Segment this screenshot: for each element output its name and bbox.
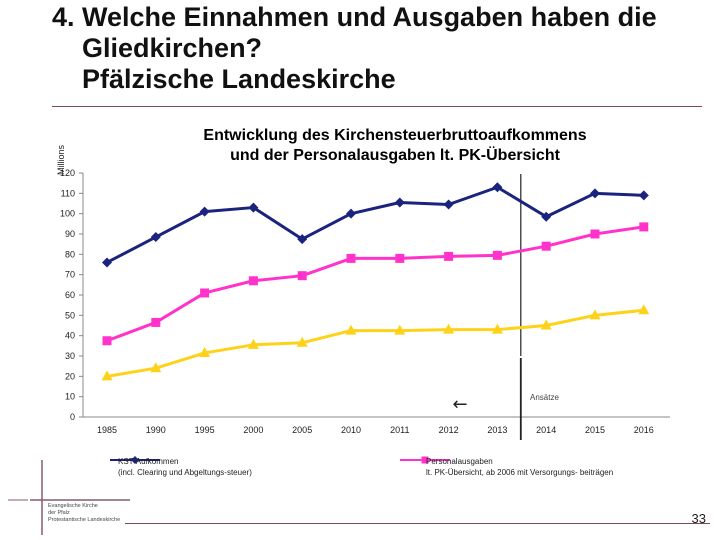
legend-marker-1	[421, 456, 429, 464]
series-2-point-1995	[199, 346, 211, 357]
series-1-point-2014	[541, 241, 551, 251]
x-tick-label-1985: 1985	[97, 425, 117, 435]
series-0-point-2013	[492, 182, 503, 193]
series-0-point-2000	[248, 202, 259, 213]
annotation-arrow: ←	[452, 394, 467, 415]
series-2-point-2012	[443, 323, 455, 334]
title-divider	[52, 106, 702, 107]
logo-text-line-1: Evangelische Kirche	[48, 503, 98, 509]
series-1-point-2005	[297, 271, 307, 281]
series-2-point-2014	[540, 319, 552, 330]
series-0-point-2015	[590, 188, 600, 199]
series-line-1	[106, 225, 645, 343]
legend-personal-sublabel: lt. PK-Übersicht, ab 2006 mit Versorgung…	[426, 468, 614, 477]
slide-title-line-2: Gliedkirchen?	[82, 33, 263, 63]
y-tick-label-0: 0	[70, 412, 75, 422]
series-0-point-1990	[150, 232, 161, 243]
x-tick-label-2012: 2012	[439, 425, 459, 435]
series-0-point-2005	[297, 234, 308, 245]
series-0-point-2016	[638, 190, 649, 201]
series-2-point-2016	[638, 304, 650, 315]
series-1-point-2015	[590, 229, 600, 239]
series-1-point-1990	[151, 317, 161, 327]
series-1-point-1995	[200, 288, 210, 298]
chart-title-line-1: Entwicklung des Kirchensteuerbruttoaufko…	[203, 127, 587, 144]
series-2-point-1990	[150, 362, 162, 373]
x-tick-label-2016: 2016	[634, 425, 654, 435]
series-line-2	[106, 308, 644, 378]
x-tick-label-1990: 1990	[146, 425, 166, 435]
series-0-point-2014	[541, 211, 552, 222]
series-2-point-1985	[101, 370, 113, 381]
annotation-label: Ansätze	[530, 393, 559, 402]
series-0-point-2011	[394, 197, 405, 208]
y-tick-label-110: 110	[61, 188, 75, 198]
legend-kst-sublabel: (incl. Clearing und Abgeltungs-steuer)	[118, 468, 252, 477]
slide-title-line-3: Pfälzische Landeskirche	[82, 64, 396, 94]
chart-title-line-2: und der Personalausgaben lt. PK-Übersich…	[230, 147, 560, 164]
y-tick-label-10: 10	[65, 392, 75, 402]
x-tick-label-2010: 2010	[341, 425, 361, 435]
x-tick-label-2011: 2011	[390, 425, 409, 435]
series-1-point-2011	[395, 253, 405, 263]
logo-text-line-3: Protestantische Landeskirche	[48, 517, 121, 523]
series-1-point-2012	[444, 251, 454, 261]
slide-title-line-1: 4. Welche Einnahmen und Ausgaben haben d…	[52, 2, 657, 32]
x-tick-label-2005: 2005	[292, 425, 312, 435]
x-tick-label-2014: 2014	[536, 425, 556, 435]
y-tick-label-20: 20	[65, 371, 75, 381]
y-axis-title: Millions	[56, 145, 66, 176]
x-tick-label-2015: 2015	[585, 425, 605, 435]
legend-entry-kst: KST-Aufkommen (incl. Clearing und Abgelt…	[118, 456, 252, 478]
series-1-point-2016	[639, 222, 649, 232]
series-1-point-2010	[346, 253, 356, 263]
footer-divider	[125, 523, 710, 524]
series-0-point-2012	[443, 199, 454, 210]
series-1-point-2013	[492, 250, 502, 260]
y-tick-label-120: 120	[60, 168, 75, 178]
y-tick-label-40: 40	[65, 331, 75, 341]
series-2-point-2005	[296, 336, 308, 347]
y-tick-label-60: 60	[65, 290, 75, 300]
x-tick-label-2000: 2000	[243, 425, 263, 435]
series-2-point-2000	[247, 338, 259, 349]
page-number: 33	[691, 511, 706, 526]
x-tick-label-2013: 2013	[487, 425, 507, 435]
series-1-point-2000	[248, 276, 258, 286]
legend-marker-0	[131, 456, 139, 464]
y-tick-label-80: 80	[65, 249, 75, 259]
y-tick-label-30: 30	[65, 351, 75, 361]
series-2-point-2013	[491, 323, 503, 334]
logo-text: Evangelische Kirche der Pfalz Protestant…	[48, 503, 120, 524]
chart-title: Entwicklung des Kirchensteuerbruttoaufko…	[120, 126, 670, 166]
legend-personal-label: Personalausgaben	[426, 457, 493, 466]
y-tick-label-70: 70	[65, 270, 75, 280]
y-tick-label-90: 90	[65, 229, 75, 239]
slide-title: 4. Welche Einnahmen und Ausgaben haben d…	[52, 2, 702, 95]
series-0-point-2010	[346, 208, 356, 219]
series-line-0	[106, 185, 644, 264]
church-logo-icon	[8, 460, 130, 535]
series-0-point-1985	[102, 257, 112, 268]
legend-kst-label: KST-Aufkommen	[118, 457, 179, 466]
x-tick-label-1995: 1995	[195, 425, 215, 435]
y-tick-label-50: 50	[65, 310, 75, 320]
series-1-point-1985	[102, 336, 112, 346]
series-0-point-1995	[199, 206, 210, 217]
series-2-point-2010	[345, 324, 357, 335]
series-2-point-2011	[394, 324, 406, 335]
logo-text-line-2: der Pfalz	[48, 510, 70, 516]
series-2-point-2015	[589, 309, 601, 320]
legend-entry-personal: Personalausgaben lt. PK-Übersicht, ab 20…	[426, 456, 613, 478]
y-tick-label-100: 100	[60, 209, 75, 219]
